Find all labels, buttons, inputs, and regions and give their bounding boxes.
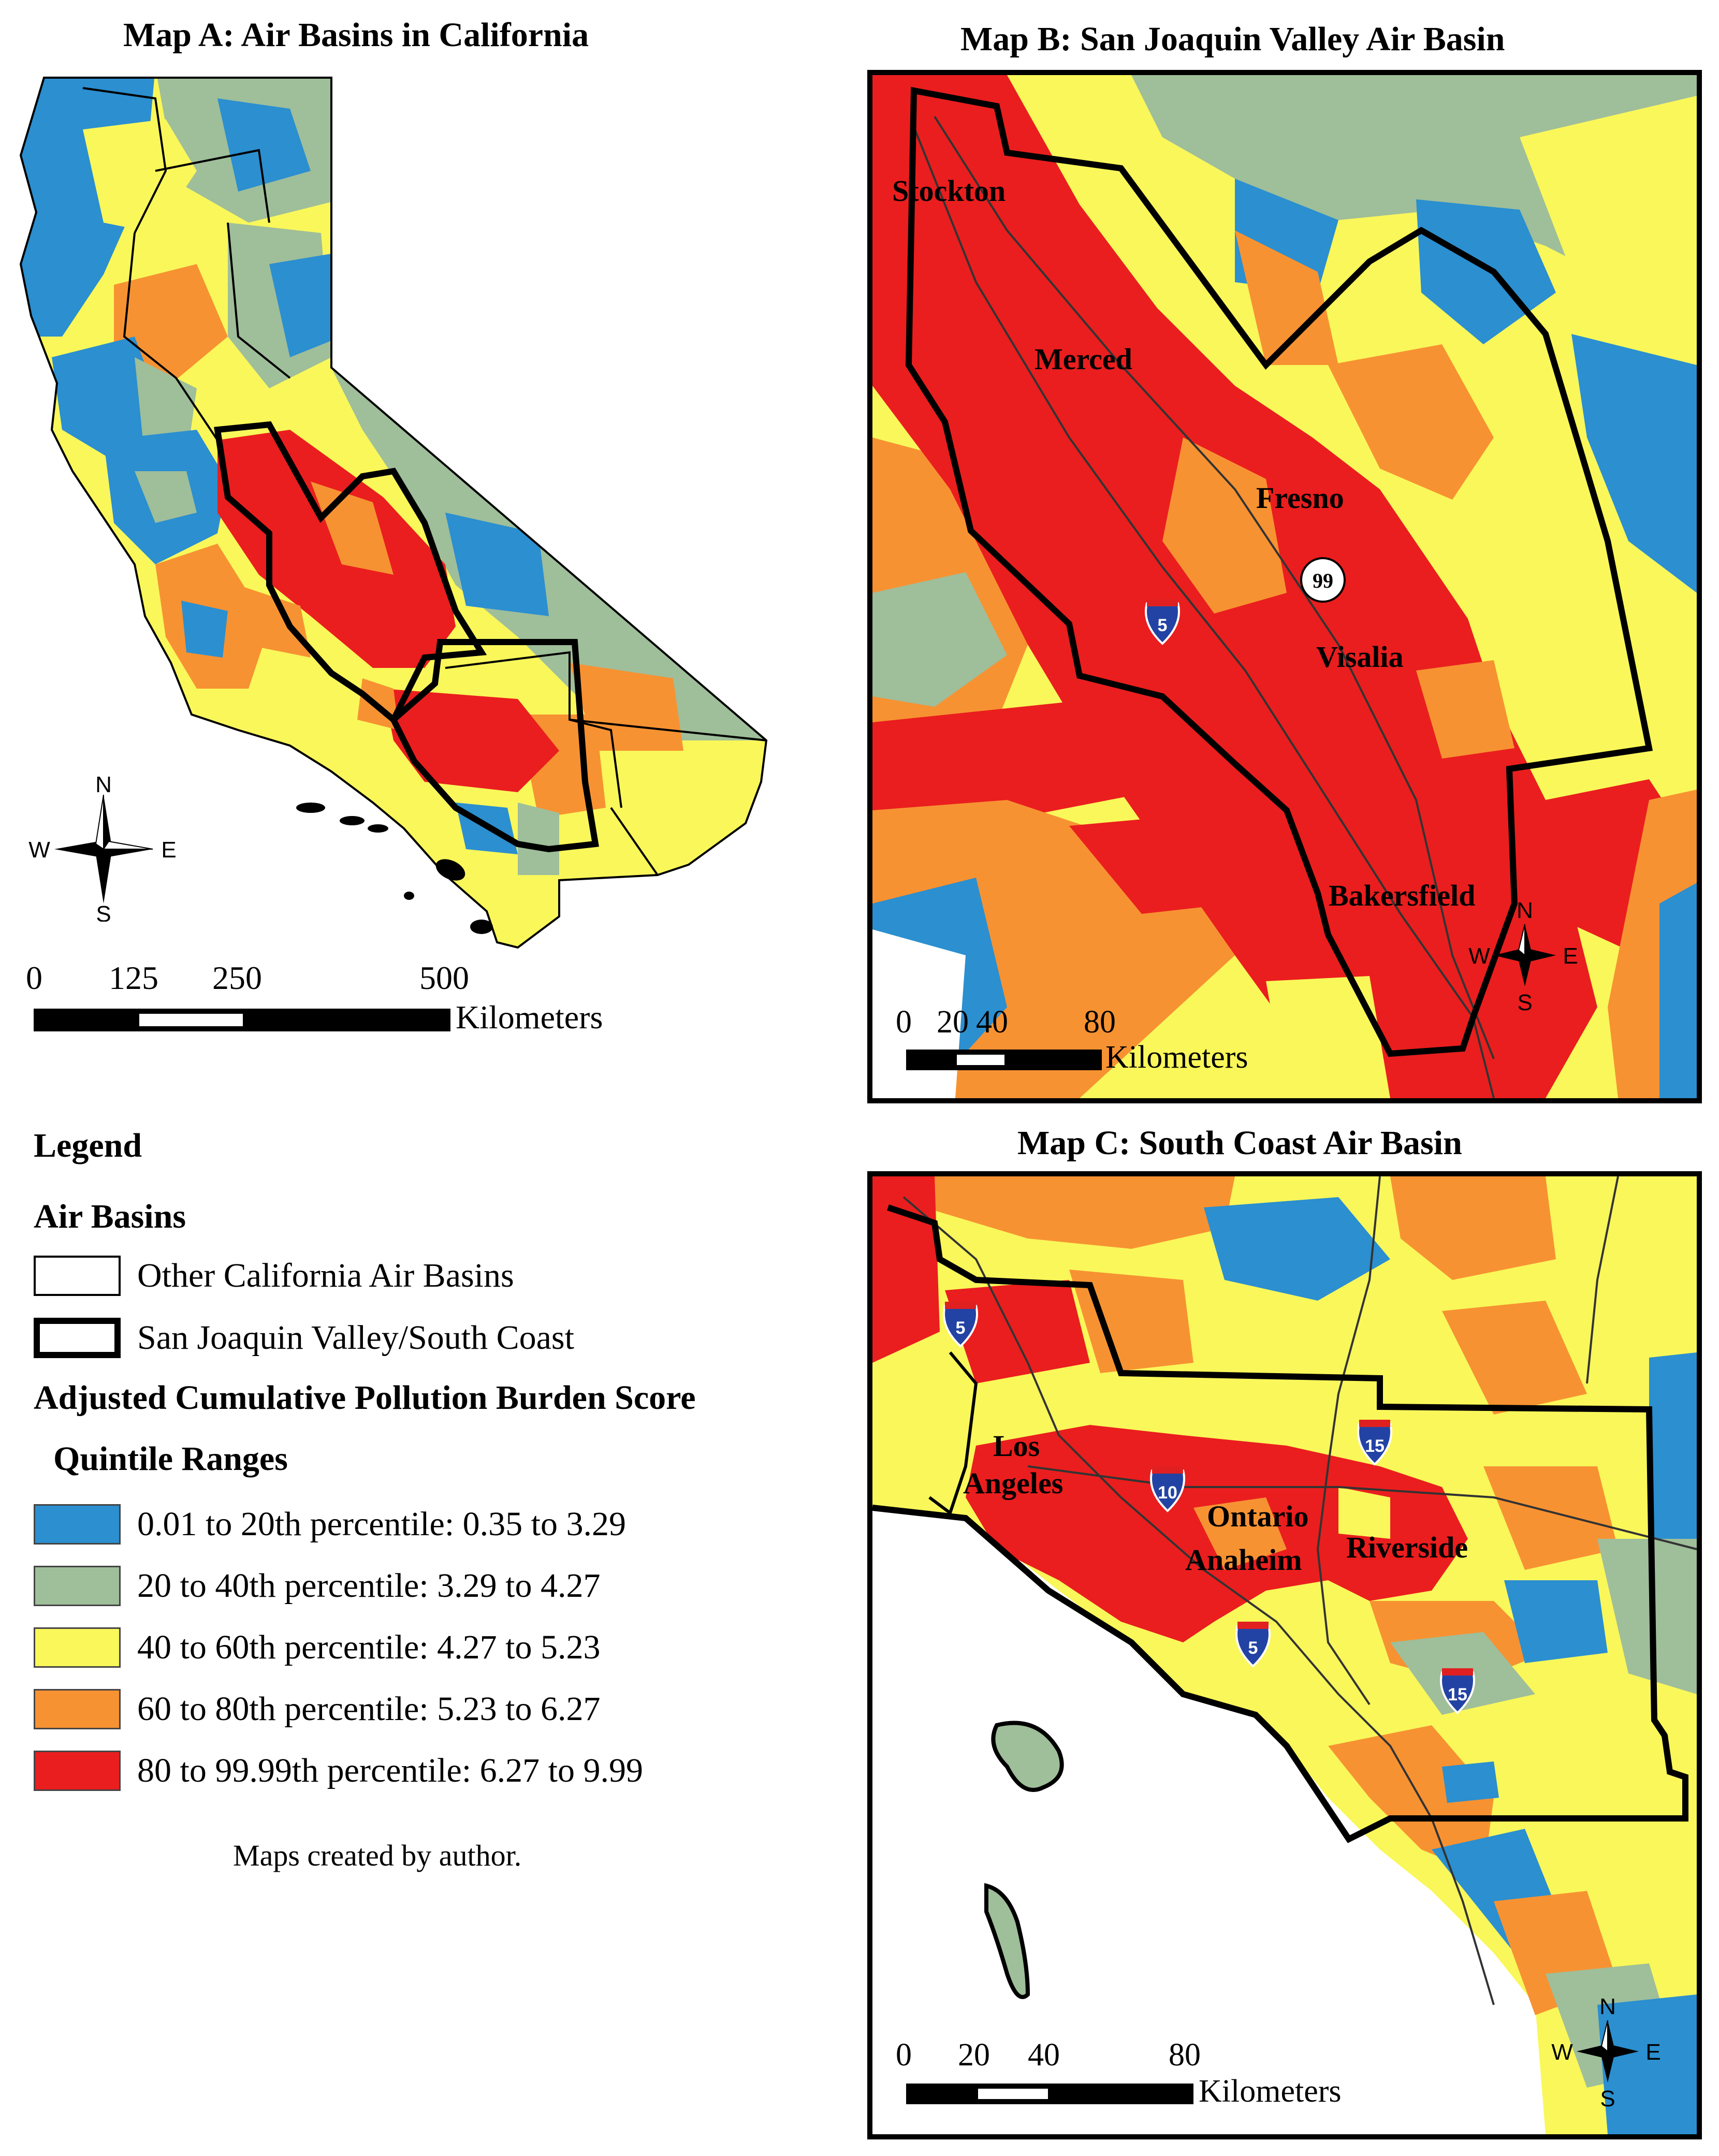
map-b-compass-e: E [1563, 943, 1578, 969]
map-a-compass-icon: N S W E [28, 772, 176, 922]
legend-class-4-label: 60 to 80th percentile: 5.23 to 6.27 [137, 1690, 601, 1728]
map-b-city-visalia: Visalia [1316, 640, 1404, 674]
map-b-scale-bar [906, 1050, 1102, 1070]
legend-class-4-swatch [34, 1689, 121, 1729]
map-b-scale-20: 20 [937, 1004, 969, 1040]
map-b-city-bakersfield: Bakersfield [1329, 879, 1476, 912]
map-b-compass-icon: N S W E [1468, 898, 1578, 1015]
map-c-compass-s: S [1600, 2086, 1615, 2111]
legend-class-3-label: 40 to 60th percentile: 4.27 to 5.23 [137, 1628, 601, 1666]
map-b-i5-shield-icon: 5 [1145, 599, 1180, 645]
map-b-title: Map B: San Joaquin Valley Air Basin [960, 20, 1505, 58]
map-b-scale-40: 40 [976, 1004, 1008, 1040]
map-c-city-angeles: Angeles [963, 1466, 1063, 1500]
map-c-frame: 5 15 10 5 15 Los Angeles Ontario Anaheim… [867, 1171, 1702, 2139]
legend-quintile-heading: Quintile Ranges [53, 1440, 288, 1478]
map-a-scale-unit: Kilometers [456, 999, 603, 1036]
map-c-i5a-label: 5 [956, 1318, 966, 1338]
legend-class-1-swatch [34, 1504, 121, 1545]
legend-class-2-label: 20 to 40th percentile: 3.29 to 4.27 [137, 1567, 601, 1605]
map-c-scale-40: 40 [1028, 2037, 1060, 2073]
legend-class-1-label: 0.01 to 20th percentile: 0.35 to 3.29 [137, 1505, 627, 1543]
map-a-california [19, 77, 768, 949]
map-b-sr99-label: 99 [1313, 569, 1333, 592]
map-b-sr99-shield-icon: 99 [1300, 557, 1346, 603]
map-c-title: Map C: South Coast Air Basin [1017, 1124, 1462, 1162]
map-c-i10-label: 10 [1158, 1483, 1177, 1503]
map-b-scale-80: 80 [1084, 1004, 1116, 1040]
map-c-city-ontario: Ontario [1207, 1499, 1309, 1533]
map-c-i10-shield-icon: 10 [1150, 1466, 1185, 1512]
map-b-san-joaquin-valley: 5 99 Stockton Merced Fresno Visalia Bake… [872, 75, 1697, 1098]
map-a-scale-500: 500 [419, 959, 469, 996]
legend-sjv-sc-swatch [34, 1318, 121, 1358]
map-b-scale-unit: Kilometers [1105, 1040, 1248, 1075]
map-c-i15b-label: 15 [1448, 1685, 1467, 1705]
legend-air-basins-heading: Air Basins [34, 1198, 186, 1235]
map-a-scale-250: 250 [212, 959, 262, 996]
legend-class-3-swatch [34, 1627, 121, 1668]
map-c-compass-w: W [1551, 2040, 1573, 2065]
map-c-city-los: Los [993, 1429, 1040, 1463]
map-c-compass-n: N [1599, 1994, 1616, 2019]
map-b-compass-w: W [1468, 943, 1490, 969]
legend-class-5-swatch [34, 1751, 121, 1791]
legend-class-5-label: 80 to 99.99th percentile: 6.27 to 9.99 [137, 1752, 644, 1789]
map-c-i15a-label: 15 [1365, 1436, 1385, 1456]
map-c-i5-south-shield-icon: 5 [1235, 1622, 1271, 1668]
map-b-city-stockton: Stockton [892, 174, 1006, 208]
map-c-compass-icon: N S W E [1551, 1994, 1660, 2111]
map-c-scale-bar [906, 2084, 1193, 2104]
map-c-scale-0: 0 [896, 2037, 912, 2073]
map-b-frame: 5 99 Stockton Merced Fresno Visalia Bake… [867, 70, 1702, 1103]
map-a-compass-e: E [161, 837, 176, 863]
map-c-scale-20: 20 [958, 2037, 990, 2073]
map-b-scale-0: 0 [896, 1004, 912, 1040]
map-c-i5b-label: 5 [1248, 1638, 1258, 1658]
legend-other-basins-swatch [34, 1256, 121, 1296]
map-b-i5-label: 5 [1158, 616, 1168, 635]
legend-other-basins-label: Other California Air Basins [137, 1257, 514, 1294]
map-a-scale-bar [34, 1009, 450, 1031]
map-a-compass-w: W [28, 837, 50, 863]
map-a-title: Map A: Air Basins in California [123, 16, 589, 54]
legend-score-heading: Adjusted Cumulative Pollution Burden Sco… [34, 1379, 696, 1417]
map-c-city-anaheim: Anaheim [1185, 1543, 1302, 1577]
legend-sjv-sc-label: San Joaquin Valley/South Coast [137, 1319, 574, 1357]
map-c-scale-unit: Kilometers [1199, 2074, 1342, 2109]
map-b-compass-n: N [1517, 898, 1533, 923]
map-a-scale-0: 0 [26, 959, 42, 996]
map-c-compass-e: E [1645, 2040, 1660, 2065]
legend-title: Legend [34, 1127, 142, 1164]
map-c-i5-north-shield-icon: 5 [943, 1302, 978, 1348]
map-c-i15-south-shield-icon: 15 [1440, 1668, 1475, 1714]
map-a-scale-125: 125 [109, 959, 158, 996]
map-c-i15-north-shield-icon: 15 [1357, 1420, 1392, 1466]
map-c-scale-80: 80 [1169, 2037, 1201, 2073]
map-c-city-riverside: Riverside [1346, 1531, 1468, 1564]
legend-class-2-swatch [34, 1566, 121, 1606]
map-a-compass-n: N [95, 772, 112, 797]
map-b-compass-s: S [1517, 990, 1532, 1015]
map-a-compass-s: S [96, 901, 111, 922]
map-b-city-merced: Merced [1035, 342, 1132, 376]
map-c-south-coast: 5 15 10 5 15 Los Angeles Ontario Anaheim… [872, 1176, 1697, 2134]
map-b-city-fresno: Fresno [1256, 481, 1344, 515]
credit-text: Maps created by author. [233, 1839, 522, 1872]
